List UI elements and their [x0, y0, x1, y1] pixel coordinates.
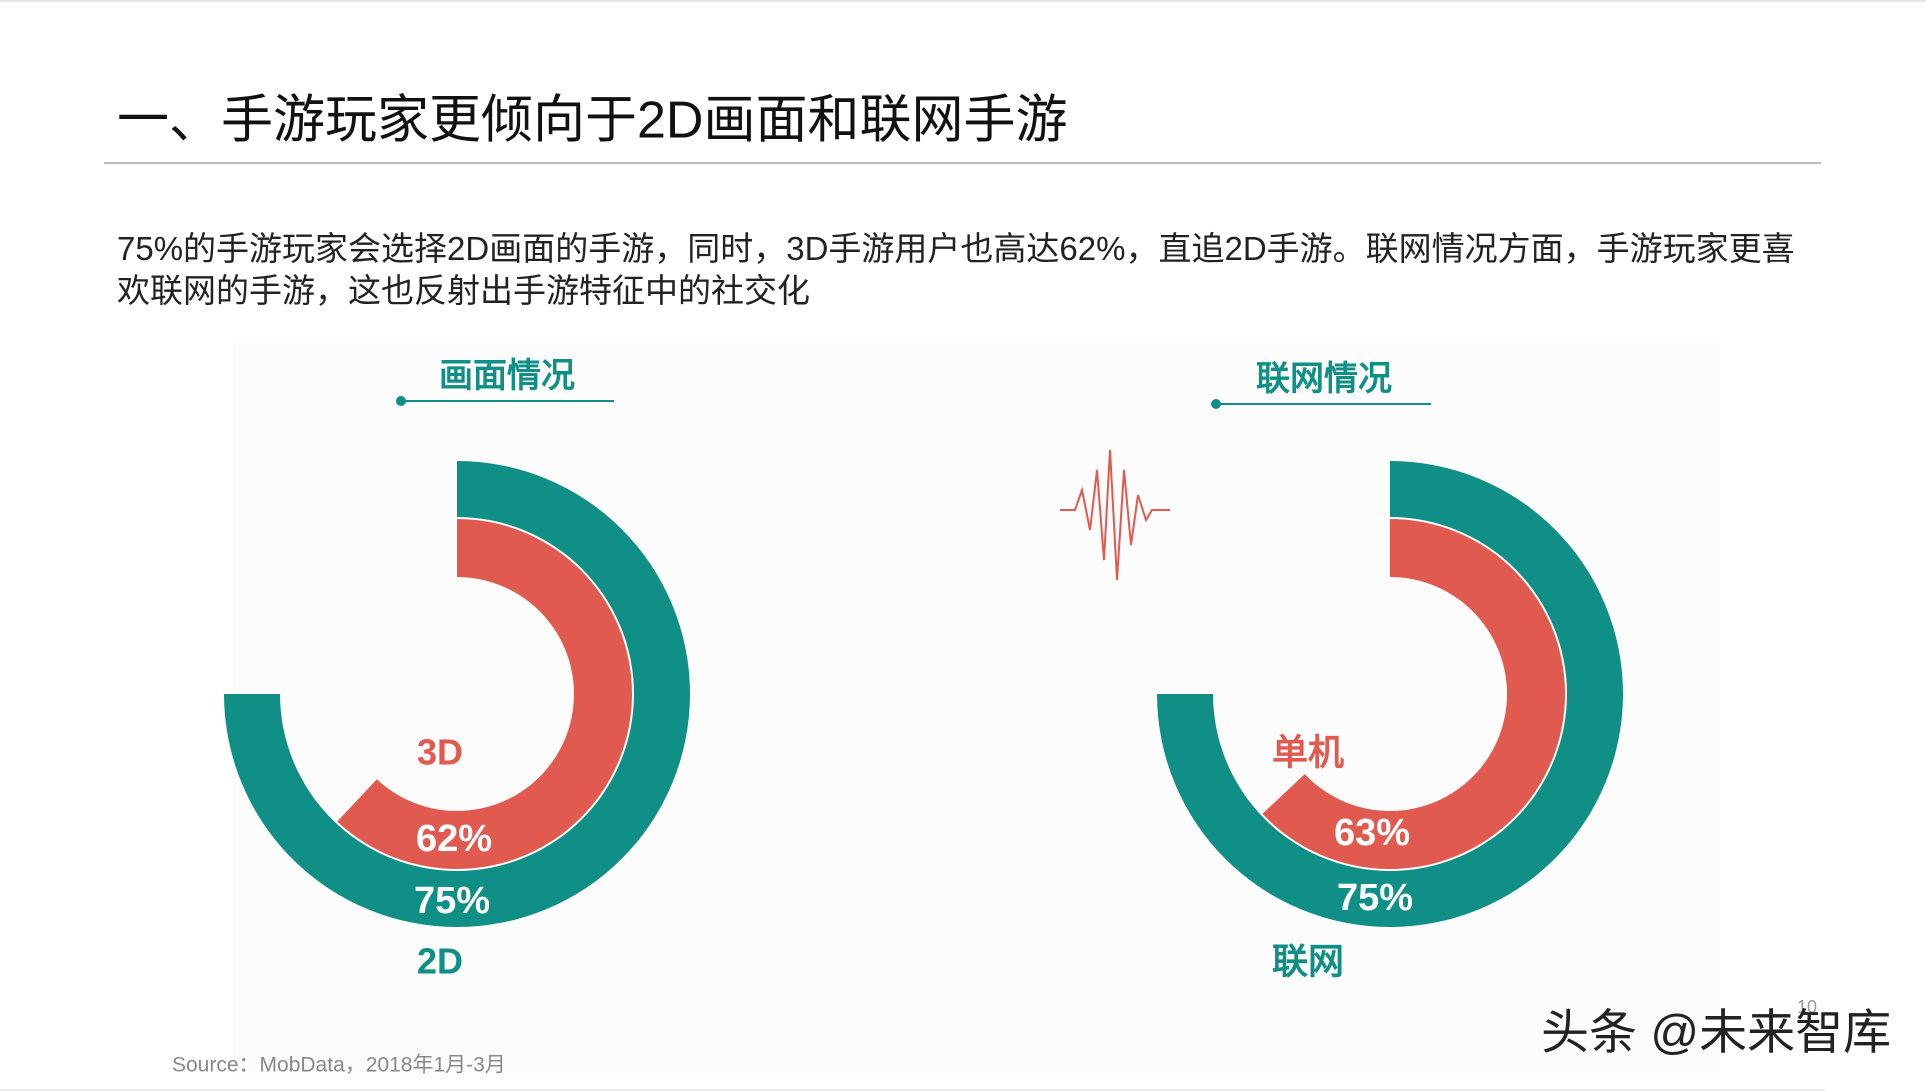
radial-bar — [337, 519, 632, 869]
description: 75%的手游玩家会选择2D画面的手游，同时，3D手游用户也高达62%，直追2D手… — [117, 230, 1795, 309]
series-label: 3D — [417, 732, 463, 773]
title-dot — [1211, 399, 1221, 409]
watermark: 头条 @未来智库 — [1541, 1007, 1891, 1060]
value-label: 62% — [416, 818, 492, 860]
series-label: 单机 — [1272, 732, 1344, 773]
chart-title: 联网情况 — [1256, 360, 1392, 398]
series-label: 2D — [417, 941, 463, 982]
radial-bar — [1262, 519, 1565, 869]
chart-panel — [233, 338, 1720, 1078]
value-label: 63% — [1334, 812, 1410, 854]
value-label: 75% — [414, 880, 490, 922]
series-label: 联网 — [1272, 941, 1344, 982]
signal-wave — [1060, 449, 1170, 581]
slide-title: 一、手游玩家更倾向于2D画面和联网手游 — [117, 92, 1067, 150]
value-label: 75% — [1337, 877, 1413, 919]
page-number: 10 — [1797, 997, 1817, 1017]
source-note: Source：MobData，2018年1月-3月 — [172, 1054, 506, 1077]
chart-title: 画面情况 — [439, 357, 575, 395]
title-dot — [396, 396, 406, 406]
